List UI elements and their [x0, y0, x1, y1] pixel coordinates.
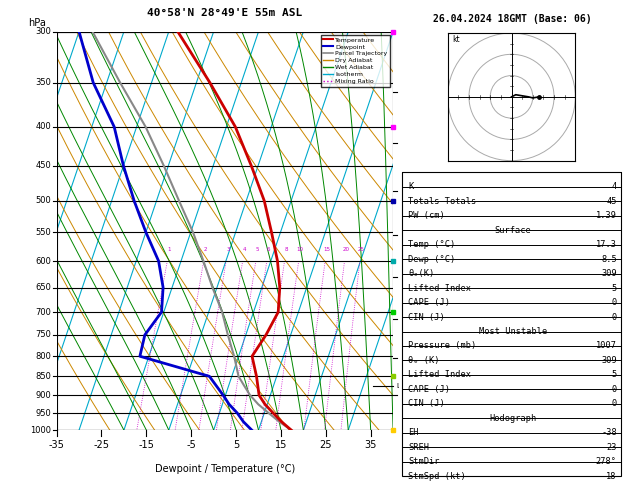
- Text: θₑ (K): θₑ (K): [408, 356, 440, 365]
- Text: SREH: SREH: [408, 443, 430, 452]
- Text: 650: 650: [36, 283, 52, 292]
- Text: 5: 5: [233, 440, 239, 450]
- Text: 4: 4: [243, 247, 246, 252]
- Text: Dewp (°C): Dewp (°C): [408, 255, 456, 263]
- Text: Mixing Ratio (g/kg): Mixing Ratio (g/kg): [422, 194, 431, 267]
- Text: 350: 350: [36, 78, 52, 87]
- Text: 850: 850: [36, 372, 52, 381]
- Text: 300: 300: [36, 27, 52, 36]
- Text: 1007: 1007: [596, 342, 617, 350]
- Text: 3: 3: [226, 247, 230, 252]
- Text: 4: 4: [398, 273, 403, 282]
- Text: 17.3: 17.3: [596, 240, 617, 249]
- Text: 1: 1: [168, 247, 171, 252]
- Text: 8: 8: [284, 247, 288, 252]
- Text: CIN (J): CIN (J): [408, 399, 445, 408]
- Legend: Temperature, Dewpoint, Parcel Trajectory, Dry Adiabat, Wet Adiabat, Isotherm, Mi: Temperature, Dewpoint, Parcel Trajectory…: [321, 35, 390, 87]
- Text: Lifted Index: Lifted Index: [408, 370, 472, 380]
- Text: 25: 25: [320, 440, 332, 450]
- Text: 750: 750: [36, 330, 52, 339]
- Text: 0: 0: [611, 312, 617, 322]
- Text: StmDir: StmDir: [408, 457, 440, 466]
- Text: 15: 15: [275, 440, 287, 450]
- Text: 18: 18: [606, 472, 617, 481]
- Text: -5: -5: [186, 440, 196, 450]
- Text: K: K: [408, 182, 414, 191]
- Text: PW (cm): PW (cm): [408, 211, 445, 220]
- Text: Surface: Surface: [494, 226, 531, 235]
- Text: StmSpd (kt): StmSpd (kt): [408, 472, 466, 481]
- Text: -15: -15: [138, 440, 154, 450]
- Text: EH: EH: [408, 428, 419, 437]
- Text: 0: 0: [611, 298, 617, 307]
- Text: 45: 45: [606, 197, 617, 206]
- Text: hPa: hPa: [28, 17, 46, 28]
- FancyBboxPatch shape: [402, 172, 621, 476]
- Text: 309: 309: [601, 356, 617, 365]
- Text: 15: 15: [323, 247, 330, 252]
- Text: 20: 20: [342, 247, 350, 252]
- Text: -25: -25: [94, 440, 109, 450]
- Text: 5: 5: [256, 247, 259, 252]
- Text: CAPE (J): CAPE (J): [408, 385, 450, 394]
- Text: -35: -35: [48, 440, 65, 450]
- Text: 8.5: 8.5: [601, 255, 617, 263]
- Text: 450: 450: [36, 161, 52, 170]
- Text: Lifted Index: Lifted Index: [408, 284, 472, 293]
- Text: 900: 900: [36, 391, 52, 400]
- Text: 1.39: 1.39: [596, 211, 617, 220]
- Text: 550: 550: [36, 228, 52, 237]
- Text: 5: 5: [398, 231, 403, 240]
- Text: 2: 2: [204, 247, 208, 252]
- Text: Most Unstable: Most Unstable: [479, 327, 547, 336]
- Text: 309: 309: [601, 269, 617, 278]
- Text: 26.04.2024 18GMT (Base: 06): 26.04.2024 18GMT (Base: 06): [433, 15, 592, 24]
- Text: 0: 0: [611, 399, 617, 408]
- Text: 800: 800: [36, 352, 52, 361]
- Text: 1000: 1000: [31, 426, 52, 434]
- Text: 400: 400: [36, 122, 52, 131]
- Text: LCL: LCL: [396, 383, 409, 389]
- Text: 700: 700: [36, 308, 52, 316]
- Text: Hodograph: Hodograph: [489, 414, 537, 423]
- Text: 23: 23: [606, 443, 617, 452]
- Text: Totals Totals: Totals Totals: [408, 197, 477, 206]
- Text: CIN (J): CIN (J): [408, 312, 445, 322]
- Text: CAPE (J): CAPE (J): [408, 298, 450, 307]
- Text: Temp (°C): Temp (°C): [408, 240, 456, 249]
- Text: 1: 1: [398, 391, 403, 400]
- Text: 600: 600: [36, 257, 52, 265]
- Text: 6: 6: [267, 247, 270, 252]
- Text: 278°: 278°: [596, 457, 617, 466]
- Text: 2: 2: [398, 354, 403, 363]
- Text: 5: 5: [611, 284, 617, 293]
- Text: 500: 500: [36, 196, 52, 205]
- Text: 7: 7: [398, 139, 403, 147]
- Text: 3: 3: [398, 314, 403, 324]
- Text: km
ASL: km ASL: [400, 15, 413, 28]
- Text: Pressure (mb): Pressure (mb): [408, 342, 477, 350]
- Text: 4: 4: [611, 182, 617, 191]
- Text: 950: 950: [36, 409, 52, 417]
- Text: -38: -38: [601, 428, 617, 437]
- Text: 5: 5: [611, 370, 617, 380]
- Text: 6: 6: [398, 186, 403, 195]
- Text: 35: 35: [364, 440, 377, 450]
- Text: θₑ(K): θₑ(K): [408, 269, 435, 278]
- Text: 8: 8: [398, 87, 403, 96]
- Text: Dewpoint / Temperature (°C): Dewpoint / Temperature (°C): [155, 464, 295, 474]
- Text: 10: 10: [297, 247, 304, 252]
- Text: 0: 0: [611, 385, 617, 394]
- Text: 25: 25: [358, 247, 365, 252]
- Text: 40°58'N 28°49'E 55m ASL: 40°58'N 28°49'E 55m ASL: [147, 8, 303, 17]
- Text: kt: kt: [452, 35, 460, 44]
